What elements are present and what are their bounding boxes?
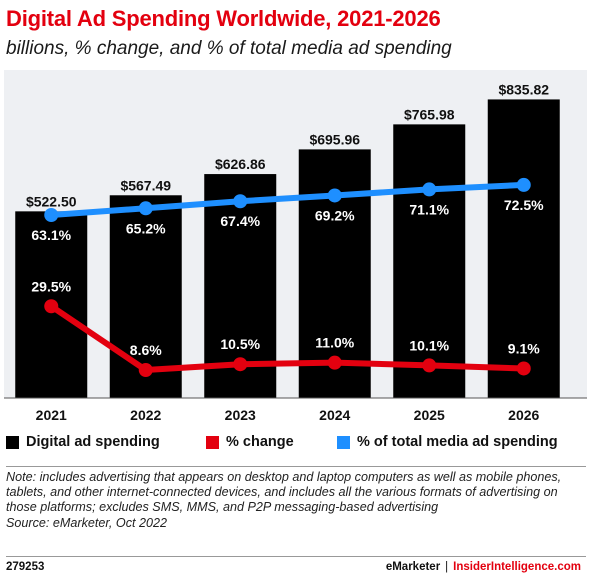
share-label-2026: 72.5% — [504, 197, 544, 213]
share-label-2024: 69.2% — [315, 207, 355, 223]
legend-swatch-percent-change — [206, 435, 219, 449]
share-series-point-2025 — [422, 182, 437, 197]
share-label-2025: 71.1% — [409, 201, 449, 217]
pct-change-label-2026: 9.1% — [508, 340, 540, 356]
share-series-point-2026 — [516, 177, 531, 192]
brand-insider-intelligence[interactable]: InsiderIntelligence.com — [453, 561, 581, 573]
pct-change-series-point-2021 — [44, 299, 59, 314]
legend-label-percent-change: % change — [226, 434, 294, 450]
chart-subtitle: billions, % change, and % of total media… — [6, 38, 452, 59]
pct-change-label-2021: 29.5% — [31, 278, 71, 294]
share-label-2023: 67.4% — [220, 213, 260, 229]
bar-value-label-2021: $522.50 — [26, 193, 77, 209]
pct-change-label-2022: 8.6% — [130, 342, 162, 358]
share-label-2022: 65.2% — [126, 220, 166, 236]
pct-change-series-point-2022 — [138, 363, 153, 377]
share-label-2021: 63.1% — [31, 227, 71, 243]
x-tick-label-2025: 2025 — [414, 407, 445, 423]
note-divider — [6, 466, 586, 467]
bar-2026 — [487, 99, 560, 398]
legend-label-percent-total-media: % of total media ad spending — [357, 434, 558, 450]
footer-brand[interactable]: eMarketer | InsiderIntelligence.com — [386, 561, 581, 573]
x-tick-label-2023: 2023 — [225, 407, 256, 423]
pct-change-label-2024: 11.0% — [315, 335, 354, 351]
brand-emarketer[interactable]: eMarketer — [385, 561, 441, 573]
chart-note: Note: includes advertising that appears … — [6, 470, 581, 531]
bar-value-label-2023: $626.86 — [215, 156, 266, 172]
x-tick-label-2022: 2022 — [130, 407, 161, 423]
share-series-line — [48, 181, 527, 218]
legend-item-digital-ad-spending: Digital ad spending — [6, 434, 160, 450]
pct-change-series-point-2024 — [327, 355, 342, 370]
x-tick-label-2026: 2026 — [508, 407, 539, 423]
legend-item-percent-total-media: % of total media ad spending — [337, 434, 558, 450]
note-text: Note: includes advertising that appears … — [6, 470, 562, 515]
pct-change-series-line — [48, 303, 527, 373]
pct-change-series-point-2026 — [516, 361, 531, 376]
bar-value-label-2026: $835.82 — [498, 81, 549, 97]
pct-change-series-point-2025 — [422, 358, 437, 373]
legend-swatch-digital-ad-spending — [6, 435, 19, 449]
footer-divider — [6, 556, 586, 557]
x-tick-label-2024: 2024 — [319, 407, 350, 423]
pct-change-label-2023: 10.5% — [220, 336, 260, 352]
x-tick-label-2021: 2021 — [36, 407, 67, 423]
pct-change-series-point-2023 — [233, 357, 248, 372]
legend-label-digital-ad-spending: Digital ad spending — [26, 434, 160, 450]
chart-legend: Digital ad spending % change % of total … — [6, 434, 591, 456]
share-series-point-2024 — [327, 188, 342, 203]
bar-value-label-2024: $695.96 — [309, 131, 360, 147]
legend-swatch-percent-total-media — [337, 435, 350, 449]
share-series-point-2022 — [138, 201, 153, 216]
share-series-point-2021 — [44, 208, 59, 222]
chart-id: 279253 — [6, 561, 45, 573]
chart-area: $522.50 $567.49 $626.86 $695.96 $765.98 $835.… — [4, 70, 587, 423]
share-series-point-2023 — [233, 194, 248, 209]
pct-change-label-2025: 10.1% — [409, 337, 449, 353]
chart-title: Digital Ad Spending Worldwide, 2021-2026 — [6, 6, 441, 31]
legend-item-percent-change: % change — [206, 434, 294, 450]
bar-value-label-2025: $765.98 — [404, 106, 455, 122]
bar-2025 — [393, 124, 466, 398]
bar-value-label-2022: $567.49 — [120, 177, 171, 193]
brand-separator: | — [445, 561, 449, 573]
source-text: Source: eMarketer, Oct 2022 — [6, 515, 168, 530]
